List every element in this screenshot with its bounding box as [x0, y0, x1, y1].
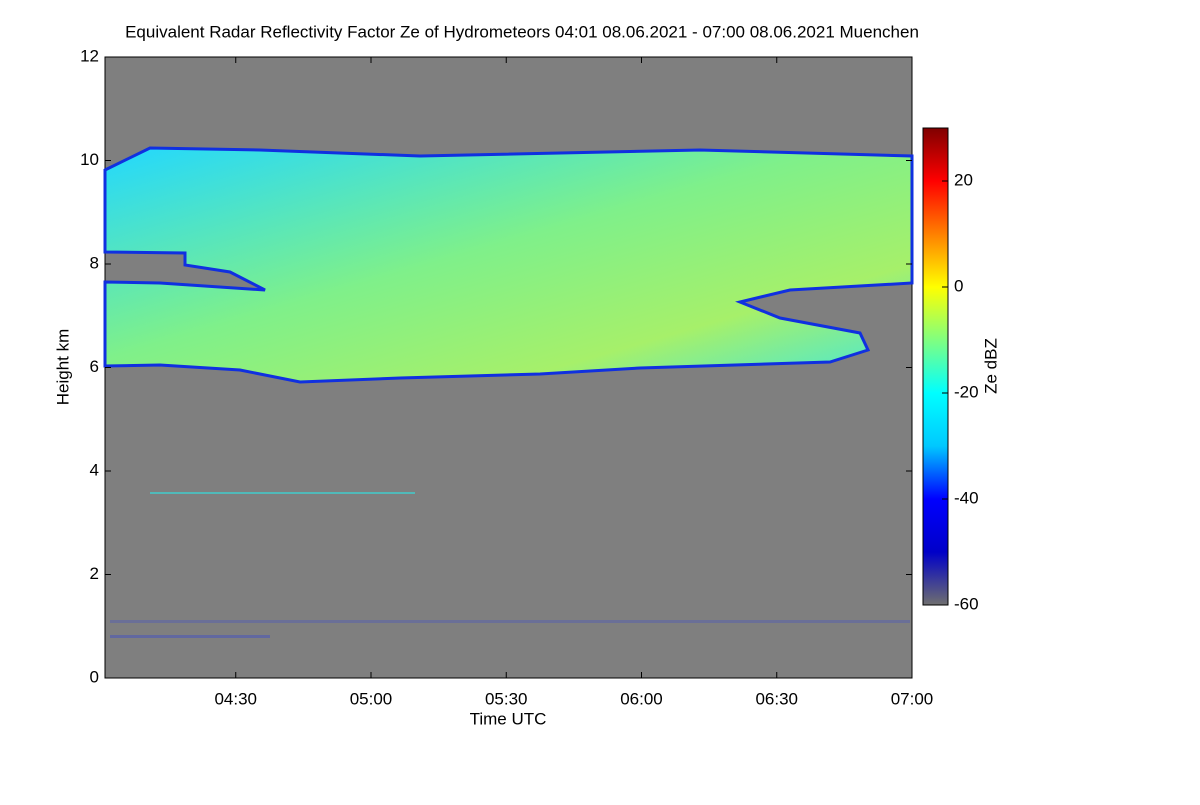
y-tick-label: 6 — [90, 357, 99, 376]
colorbar-tick-label: -60 — [954, 594, 979, 613]
y-tick-label: 2 — [90, 564, 99, 583]
x-tick-label: 07:00 — [891, 689, 934, 708]
y-tick-label: 4 — [90, 460, 99, 479]
y-tick-label: 0 — [90, 667, 99, 686]
colorbar-tick-label: 20 — [954, 170, 973, 189]
y-tick-label: 12 — [80, 46, 99, 65]
colorbar — [922, 127, 949, 606]
noise-echoes — [110, 492, 910, 638]
colorbar-title: Ze dBZ — [981, 338, 1000, 394]
x-tick-label: 05:00 — [350, 689, 393, 708]
x-tick-label: 06:00 — [620, 689, 663, 708]
colorbar-tick-label: -40 — [954, 488, 979, 507]
x-tick-label: 06:30 — [755, 689, 798, 708]
x-tick-label: 04:30 — [214, 689, 257, 708]
x-tick-label: 05:30 — [485, 689, 528, 708]
y-tick-label: 8 — [90, 253, 99, 272]
y-axis-title: Height km — [53, 329, 72, 406]
chart-title: Equivalent Radar Reflectivity Factor Ze … — [125, 22, 919, 41]
cloud-field — [103, 146, 914, 384]
colorbar-tick-label: -20 — [954, 382, 979, 401]
x-axis-title: Time UTC — [470, 709, 547, 728]
y-tick-label: 10 — [80, 150, 99, 169]
colorbar-tick-label: 0 — [954, 276, 963, 295]
